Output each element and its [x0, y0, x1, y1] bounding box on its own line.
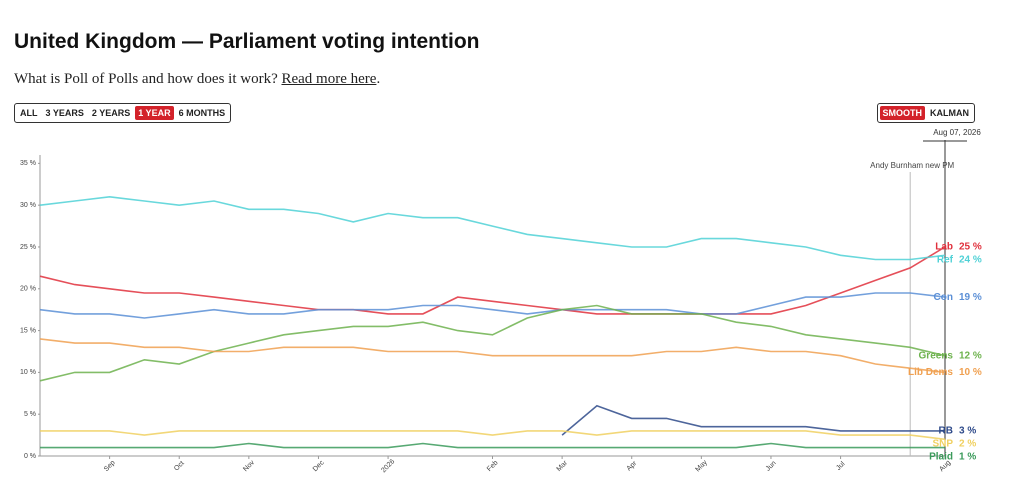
- series-line: [561, 404, 945, 436]
- end-value-label: 10 %: [959, 367, 982, 378]
- x-tick-label: Mar: [556, 459, 570, 473]
- x-tick-label: Oct: [173, 460, 186, 473]
- y-tick-label: 20 %: [20, 286, 36, 293]
- subtitle: What is Poll of Polls and how does it wo…: [14, 71, 380, 88]
- page-title: United Kingdom — Parliament voting inten…: [14, 30, 480, 53]
- x-tick-label: Nov: [242, 459, 256, 473]
- series-line: [39, 304, 946, 382]
- series-line: [39, 292, 946, 319]
- end-value-label: 3 %: [959, 426, 976, 437]
- y-tick-label: 30 %: [20, 202, 36, 209]
- x-tick-label: Sep: [103, 459, 117, 473]
- y-tick-label: 5 %: [24, 411, 36, 418]
- x-tick-label: Dec: [312, 459, 326, 473]
- series-line: [39, 246, 946, 315]
- legend-label: Plaid: [929, 452, 953, 463]
- legend-label: Ref: [937, 255, 954, 266]
- toggle-button[interactable]: SMOOTH: [879, 106, 925, 120]
- end-value-label: 19 %: [959, 292, 982, 303]
- subtitle-text: What is Poll of Polls and how does it wo…: [14, 71, 278, 87]
- toggle-button[interactable]: KALMAN: [930, 108, 969, 118]
- toggle-button[interactable]: ALL: [20, 108, 38, 118]
- date-marker: Aug 07, 2026: [933, 128, 981, 137]
- series-line: [39, 338, 946, 374]
- series-line: [40, 430, 946, 441]
- x-tick-label: 2026: [380, 458, 396, 474]
- end-value-label: 2 %: [959, 439, 976, 450]
- toggle-button[interactable]: 2 YEARS: [91, 108, 131, 118]
- x-tick-label: Jun: [765, 460, 778, 473]
- toggle-button[interactable]: 1 YEAR: [135, 106, 174, 120]
- y-tick-label: 0 %: [24, 453, 36, 460]
- x-tick-label: Apr: [626, 459, 639, 472]
- mode-buttons: SMOOTH KALMAN: [876, 103, 975, 123]
- y-tick-label: 25 %: [20, 244, 36, 251]
- x-tick-label: Jul: [835, 460, 847, 472]
- end-value-label: 12 %: [959, 350, 982, 361]
- y-tick-label: 35 %: [20, 160, 36, 167]
- range-buttons: ALL 3 YEARS 2 YEARS 1 YEAR 6 MONTHS: [14, 103, 232, 123]
- legend-label: SNP: [932, 439, 953, 450]
- legend-label: Greens: [919, 350, 954, 361]
- toggle-button[interactable]: 3 YEARS: [45, 108, 84, 118]
- legend-label: Lib Dems: [908, 367, 953, 378]
- series-line: [40, 442, 945, 449]
- legend-label: Lab: [935, 242, 953, 253]
- annotation: Andy Burnham new PM: [870, 161, 954, 170]
- x-tick-label: Feb: [486, 459, 500, 473]
- y-tick-label: 10 %: [20, 369, 36, 376]
- end-value-label: 24 %: [959, 255, 982, 266]
- legend-label: Con: [934, 292, 953, 303]
- legend-label: RB: [939, 426, 953, 437]
- y-tick-label: 15 %: [20, 327, 36, 334]
- end-value-label: 1 %: [959, 452, 976, 463]
- read-more-link[interactable]: Read more here: [281, 71, 377, 87]
- subtitle-tail: .: [376, 71, 381, 87]
- x-tick-label: May: [694, 459, 709, 474]
- series-line: [39, 195, 946, 261]
- end-value-label: 25 %: [959, 242, 982, 253]
- toggle-button[interactable]: 6 MONTHS: [178, 108, 226, 118]
